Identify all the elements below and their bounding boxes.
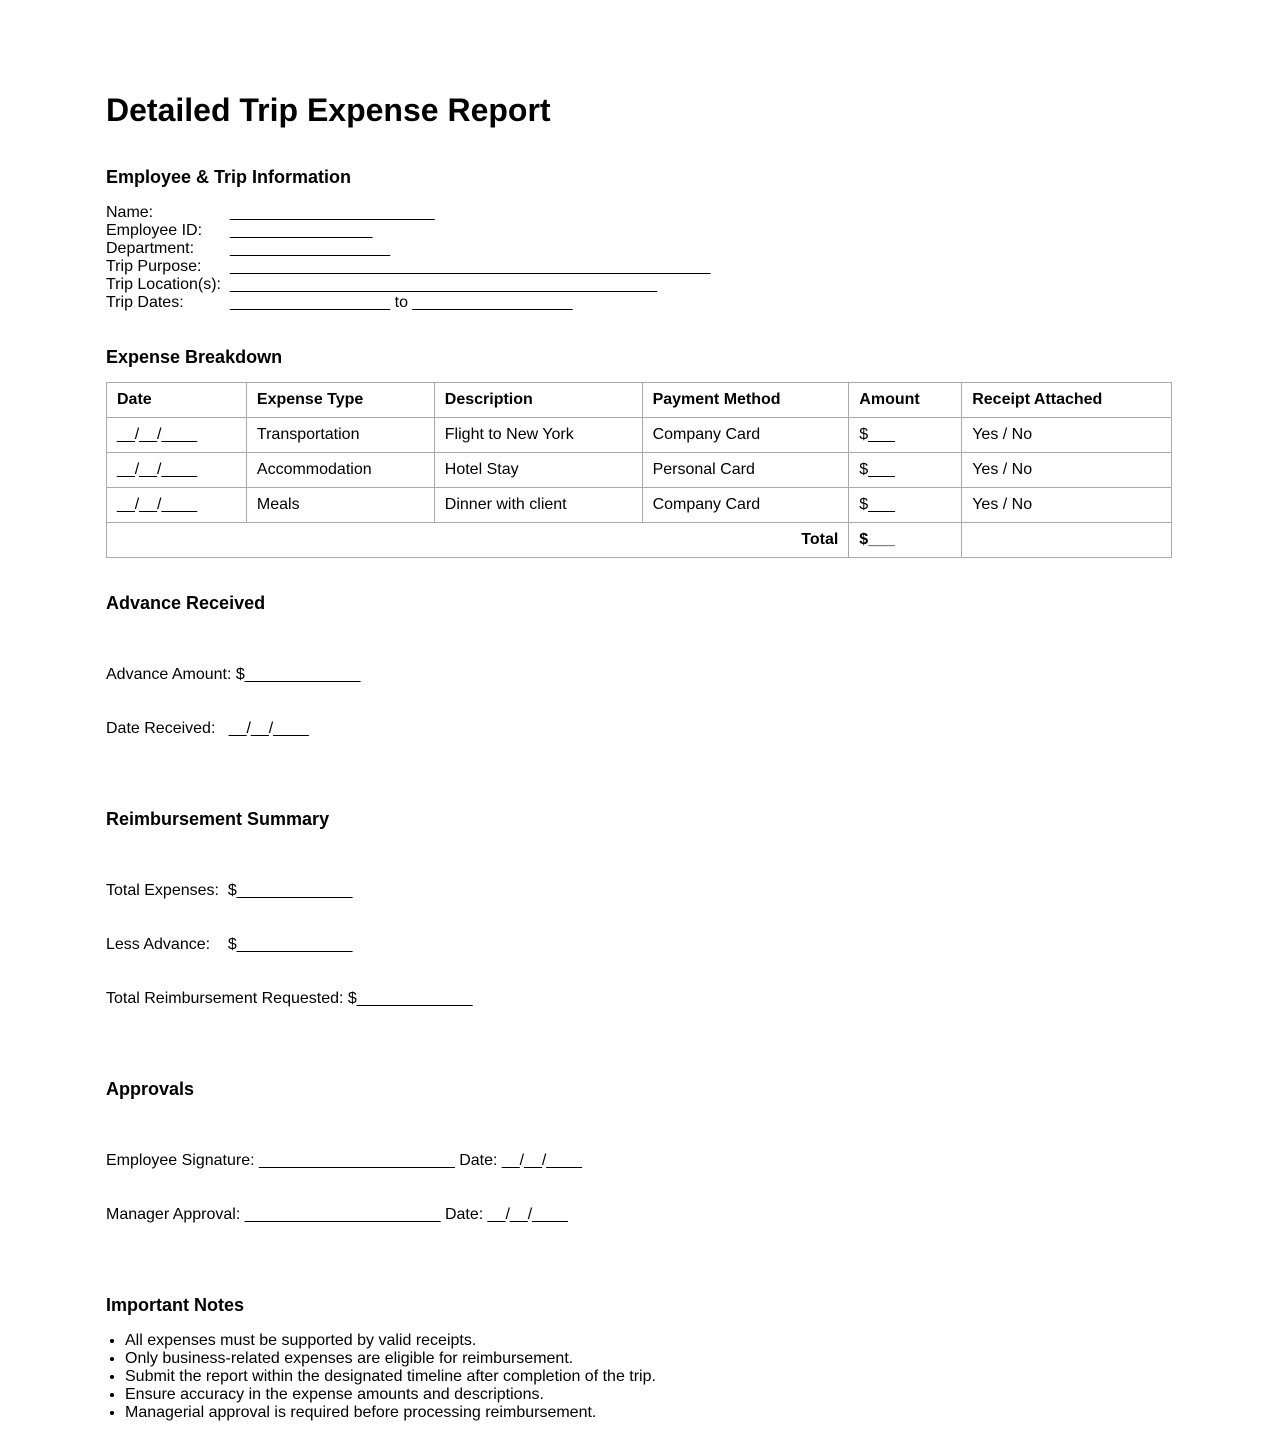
section-heading: Important Notes: [106, 1295, 245, 1315]
table-cell: Hotel Stay: [433, 452, 643, 488]
employee-signature-line: Employee Signature: ____________________…: [106, 1152, 582, 1169]
note-item: Submit the report within the designated …: [125, 1368, 1172, 1386]
column-header: Date: [106, 382, 247, 418]
note-item: Only business-related expenses are eligi…: [125, 1350, 1172, 1368]
table-cell: __/__/____: [106, 417, 247, 453]
field-row: Trip Location(s): _______________________…: [106, 276, 1172, 294]
table-cell: Meals: [245, 487, 435, 523]
note-item: Ensure accuracy in the expense amounts a…: [125, 1386, 1172, 1404]
notes-list: All expenses must be supported by valid …: [106, 1332, 1172, 1422]
field-row: Name: _______________________: [106, 204, 1172, 222]
table-cell: __/__/____: [106, 487, 247, 523]
field-label: Trip Location(s):: [106, 276, 221, 293]
field-blank: _______________________: [230, 204, 435, 221]
table-row: __/__/____ Meals Dinner with client Company…: [106, 487, 1172, 523]
table-row: __/__/____ Transportation Flight to New Yo…: [106, 417, 1172, 453]
table-header-row: Date Expense Type Description Payment Metho…: [106, 382, 1172, 418]
table-cell: Personal Card: [641, 452, 850, 488]
field-blank: __________________: [230, 240, 391, 257]
note-item: Managerial approval is required before p…: [125, 1404, 1172, 1422]
field-row: Trip Purpose: ___________________________…: [106, 258, 1172, 276]
advance-section: Advance Received Advance Amount: $______…: [106, 592, 1172, 774]
table-row: __/__/____ Accommodation Hotel Stay Persona…: [106, 452, 1172, 488]
section-heading: Advance Received: [106, 593, 266, 613]
column-header: Payment Method: [641, 382, 850, 418]
field-row: Employee ID: ________________: [106, 222, 1172, 240]
table-cell: Dinner with client: [433, 487, 643, 523]
table-cell: Accommodation: [245, 452, 435, 488]
date-received-line: Date Received: __/__/____: [106, 720, 309, 737]
field-blank: ________________: [230, 222, 373, 239]
total-label: Total: [105, 522, 850, 558]
field-label: Employee ID:: [106, 222, 203, 239]
table-cell: Company Card: [641, 417, 850, 453]
field-label: Trip Dates:: [106, 294, 184, 311]
table-cell: $___: [848, 417, 963, 453]
column-header: Amount: [848, 382, 963, 418]
table-cell: $___: [848, 487, 963, 523]
section-heading: Reimbursement Summary: [106, 809, 330, 829]
table-cell: Yes / No: [961, 452, 1172, 488]
total-value: $___: [848, 522, 963, 558]
table-cell: $___: [848, 452, 963, 488]
employee-info-section: Employee & Trip Information Name: _______…: [106, 166, 1172, 312]
table-cell: Flight to New York: [433, 417, 643, 453]
total-reimbursement-line: Total Reimbursement Requested: $________…: [106, 990, 473, 1007]
column-header: Receipt Attached: [961, 382, 1172, 418]
table-cell: __/__/____: [106, 452, 247, 488]
table-cell: Yes / No: [961, 487, 1172, 523]
manager-approval-line: Manager Approval: ______________________…: [106, 1206, 568, 1223]
table-cell: Company Card: [641, 487, 850, 523]
field-row: Department: __________________: [106, 240, 1172, 258]
page: Detailed Trip Expense Report Employee & …: [0, 0, 1278, 1300]
page-title: Detailed Trip Expense Report: [106, 92, 551, 128]
note-item: All expenses must be supported by valid …: [125, 1332, 1172, 1350]
field-label: Name:: [106, 204, 154, 221]
field-row: Trip Dates: __________________ to _______…: [106, 294, 1172, 312]
empty-cell: [961, 522, 1172, 558]
column-header: Expense Type: [245, 382, 435, 418]
employee-fields: Name: _______________________ Employee ID:…: [106, 204, 1172, 312]
section-heading: Expense Breakdown: [106, 347, 283, 367]
field-label: Trip Purpose:: [106, 258, 202, 275]
column-header: Description: [433, 382, 643, 418]
table-cell: Yes / No: [961, 417, 1172, 453]
summary-section: Reimbursement Summary Total Expenses: $_…: [106, 808, 1172, 1044]
section-heading: Employee & Trip Information: [106, 167, 352, 187]
total-row: Total $___: [105, 522, 1172, 558]
document: Detailed Trip Expense Report Employee & …: [105, 88, 1172, 1456]
expense-table: Date Expense Type Description Payment Metho…: [105, 382, 1172, 558]
approvals-section: Approvals Employee Signature: __________…: [106, 1078, 1172, 1260]
expense-section: Expense Breakdown Date Expense Type Descri…: [105, 346, 1172, 558]
section-heading: Approvals: [106, 1079, 195, 1099]
field-blank: ________________________________________…: [230, 276, 658, 293]
total-expenses-line: Total Expenses: $_____________: [106, 882, 353, 899]
less-advance-line: Less Advance: $_____________: [106, 936, 353, 953]
field-blank: __________________ to __________________: [230, 294, 573, 311]
field-label: Department:: [106, 240, 195, 257]
notes-section: Important Notes All expenses must be sup…: [106, 1294, 1172, 1422]
advance-amount-line: Advance Amount: $_____________: [106, 666, 361, 683]
field-blank: ________________________________________…: [230, 258, 711, 275]
table-cell: Transportation: [245, 417, 435, 453]
